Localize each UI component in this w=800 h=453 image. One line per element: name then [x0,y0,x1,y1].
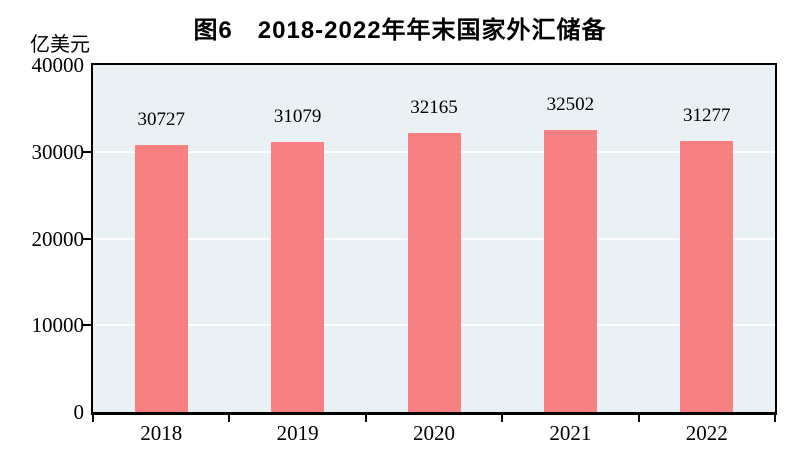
bar-value-label-2021: 32502 [546,94,595,116]
x-tick-label-2021: 2021 [549,421,592,445]
bar-2022 [680,140,734,412]
y-tick-label-20000: 20000 [31,226,85,251]
x-tick-mark-4 [637,414,640,422]
bar-2019 [271,142,325,412]
bar-value-label-2019: 31079 [273,106,322,128]
y-tick-mark-10000 [83,324,91,327]
bar-value-label-2022: 31277 [683,104,731,126]
y-axis-unit-label: 亿美元 [30,34,90,56]
bar-value-label-2020: 32165 [410,96,458,118]
y-tick-mark-30000 [83,150,91,153]
x-tick-mark-5 [774,414,776,422]
bar-2021 [543,130,597,412]
bar-2018 [134,145,188,412]
bar-value-label-2018: 30727 [137,109,185,131]
x-tick-mark-0 [92,414,94,422]
plot-inner: 30727 31079 32165 32502 31277 [93,65,775,412]
plot-area: 30727 31079 32165 32502 31277 [91,63,777,415]
y-tick-mark-20000 [83,237,91,240]
x-tick-label-2020: 2020 [413,421,455,445]
bar-2020 [407,132,461,412]
y-tick-label-10000: 10000 [31,313,85,338]
x-tick-mark-1 [228,414,231,422]
y-tick-label-30000: 30000 [31,139,85,164]
x-tick-label-2018: 2018 [140,421,183,445]
x-tick-mark-2 [364,414,367,422]
x-tick-mark-3 [501,414,504,422]
x-tick-label-2022: 2022 [685,421,728,445]
y-tick-label-40000: 40000 [31,53,85,77]
y-tick-label-0: 0 [73,400,85,424]
chart-title: 图6 2018-2022年年末国家外汇储备 [193,17,607,44]
x-tick-label-2019: 2019 [276,421,319,445]
